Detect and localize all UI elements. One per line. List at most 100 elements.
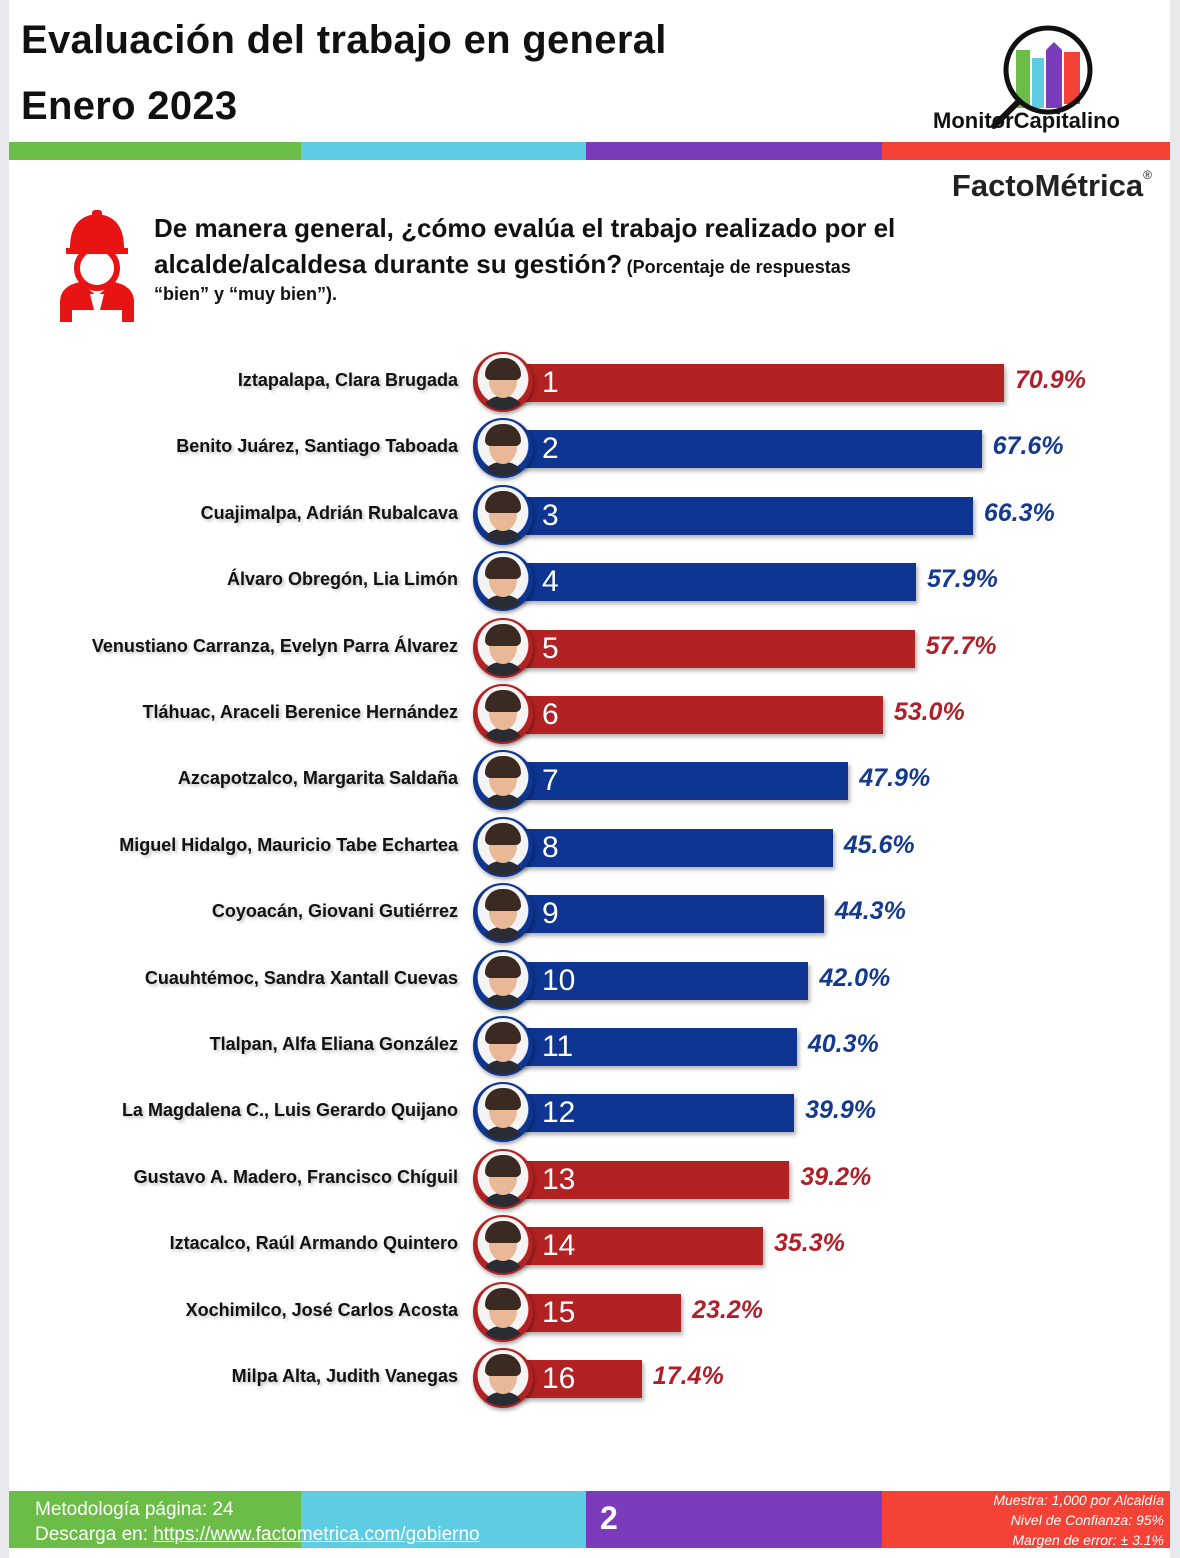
factometrica-logo-text: FactoMétrica — [951, 168, 1144, 203]
avatar-hair — [485, 490, 521, 513]
bar-mark — [500, 563, 916, 602]
avatar-hair — [485, 955, 521, 978]
value-label: 57.7% — [925, 631, 997, 660]
avatar-body — [481, 927, 525, 942]
category-label: Gustavo A. Madero, Francisco Chíguil — [133, 1166, 458, 1187]
methodology-text: Metodología página: 24 — [35, 1499, 234, 1520]
logo-lens — [1003, 25, 1093, 115]
category-label: Cuauhtémoc, Sandra Xantall Cuevas — [144, 967, 458, 988]
magnifier-skyline-logo-icon — [991, 25, 1093, 129]
avatar-hair — [485, 690, 521, 712]
rank-number: 5 — [542, 631, 559, 665]
candidate-photo-avatar — [473, 1215, 533, 1276]
candidate-photo-avatar — [473, 617, 533, 678]
avatar-body — [481, 1325, 525, 1340]
bar-mark — [500, 629, 915, 668]
avatar-body — [481, 1060, 525, 1074]
bar-mark — [500, 496, 973, 535]
logo-bar-purple — [1046, 42, 1062, 108]
chart-row: Coyoacán, Giovani Gutiérrez 9 44.3% — [0, 881, 1180, 947]
download-prefix: Descarga en: — [35, 1524, 154, 1545]
rank-number: 9 — [542, 897, 559, 931]
value-label: 40.3% — [807, 1030, 879, 1058]
chart-row: Iztapalapa, Clara Brugada 1 70.9% — [0, 350, 1180, 416]
bar-mark — [500, 430, 982, 469]
value-label: 53.0% — [893, 698, 965, 726]
rank-number: 10 — [542, 963, 576, 997]
chart-row: Miguel Hidalgo, Mauricio Tabe Echartea 8 4… — [0, 815, 1180, 881]
bar-mark — [500, 1160, 790, 1199]
download-link[interactable]: https://www.factometrica.com/gobierno — [153, 1524, 480, 1545]
candidate-photo-avatar — [473, 684, 533, 744]
rank-number: 8 — [542, 830, 559, 864]
rank-number: 4 — [542, 565, 559, 599]
candidate-photo-avatar — [473, 949, 533, 1010]
chart-row: Tláhuac, Araceli Berenice Hernández 6 53.0… — [0, 682, 1180, 748]
value-label: 45.6% — [843, 830, 915, 859]
confidence-text: Nivel de Confianza: 95% — [1010, 1512, 1164, 1528]
stripe-cyan — [301, 142, 586, 160]
avatar-body — [481, 794, 525, 809]
bar-mark — [500, 961, 809, 1000]
logo-handle — [991, 99, 1021, 129]
chart-row: Cuajimalpa, Adrián Rubalcava 3 66.3% — [0, 483, 1180, 549]
avatar-hair — [485, 1354, 521, 1376]
category-label: Xochimilco, José Carlos Acosta — [185, 1299, 458, 1320]
avatar-hair — [485, 1022, 521, 1044]
avatar-body — [481, 462, 525, 477]
rank-number: 14 — [542, 1229, 576, 1263]
page-subtitle-date: Enero 2023 — [21, 84, 238, 128]
footer-methodology: Metodología página: 24 Descarga en: http… — [35, 1497, 480, 1547]
logo-bar-green — [1016, 50, 1030, 108]
footer-red-block — [882, 1491, 1170, 1548]
value-label: 35.3% — [773, 1229, 845, 1258]
page-number: 2 — [600, 1500, 618, 1536]
monitor-capitalino-logo-text: MonitorCapitalino — [933, 108, 1120, 133]
rank-number: 7 — [542, 764, 559, 798]
avatar-hair — [485, 623, 521, 646]
candidate-photo-avatar — [473, 1281, 533, 1342]
avatar-body — [481, 1259, 525, 1274]
category-label: Iztacalco, Raúl Armando Quintero — [169, 1233, 458, 1254]
avatar-hair — [485, 756, 521, 779]
candidate-photo-avatar — [473, 816, 533, 877]
category-label: Coyoacán, Giovani Gutiérrez — [211, 901, 458, 922]
value-label: 17.4% — [652, 1362, 724, 1390]
avatar-body — [481, 993, 525, 1008]
question-text: De manera general, ¿cómo evalúa el traba… — [154, 213, 896, 279]
category-label: Álvaro Obregón, Lia Limón — [226, 569, 458, 590]
bar-mark — [500, 1227, 763, 1266]
footer-cyan-block — [301, 1491, 586, 1548]
bar-mark — [500, 696, 883, 734]
footer-survey-details: Muestra: 1,000 por Alcaldía Nivel de Con… — [993, 1490, 1164, 1550]
candidate-photo-avatar — [473, 1082, 533, 1143]
chart-row: Venustiano Carranza, Evelyn Parra Álvare… — [0, 616, 1180, 682]
bar-mark — [500, 1028, 797, 1066]
category-label: Miguel Hidalgo, Mauricio Tabe Echartea — [119, 834, 458, 855]
sample-text: Muestra: 1,000 por Alcaldía — [993, 1492, 1164, 1508]
chart-row: Cuauhtémoc, Sandra Xantall Cuevas 10 42.0% — [0, 948, 1180, 1014]
logo-bar-cyan — [1032, 58, 1044, 108]
stripe-red — [882, 142, 1170, 160]
chart-row: Milpa Alta, Judith Vanegas 16 17.4% — [0, 1346, 1180, 1412]
logo-bar-red — [1064, 52, 1080, 104]
stripe-purple — [586, 142, 882, 160]
stripe-green — [9, 142, 301, 160]
avatar-hair — [485, 358, 521, 380]
bar-mark — [500, 364, 1004, 402]
candidate-photo-avatar — [473, 1348, 533, 1408]
value-label: 70.9% — [1014, 366, 1086, 394]
avatar-hair — [485, 1154, 521, 1177]
chart-row: Gustavo A. Madero, Francisco Chíguil 13 39… — [0, 1147, 1180, 1213]
category-label: Iztapalapa, Clara Brugada — [237, 370, 458, 390]
avatar-body — [481, 528, 525, 543]
avatar-hair — [485, 557, 521, 580]
rank-number: 15 — [542, 1295, 576, 1329]
registered-mark: ® — [1143, 167, 1152, 182]
margin-text: Margen de error: ± 3.1% — [1012, 1532, 1164, 1548]
chart-row: Álvaro Obregón, Lia Limón 4 57.9% — [0, 549, 1180, 615]
candidate-photo-avatar — [473, 1016, 533, 1076]
value-label: 57.9% — [926, 565, 998, 594]
rank-number: 16 — [542, 1362, 576, 1395]
rank-number: 2 — [542, 432, 559, 466]
